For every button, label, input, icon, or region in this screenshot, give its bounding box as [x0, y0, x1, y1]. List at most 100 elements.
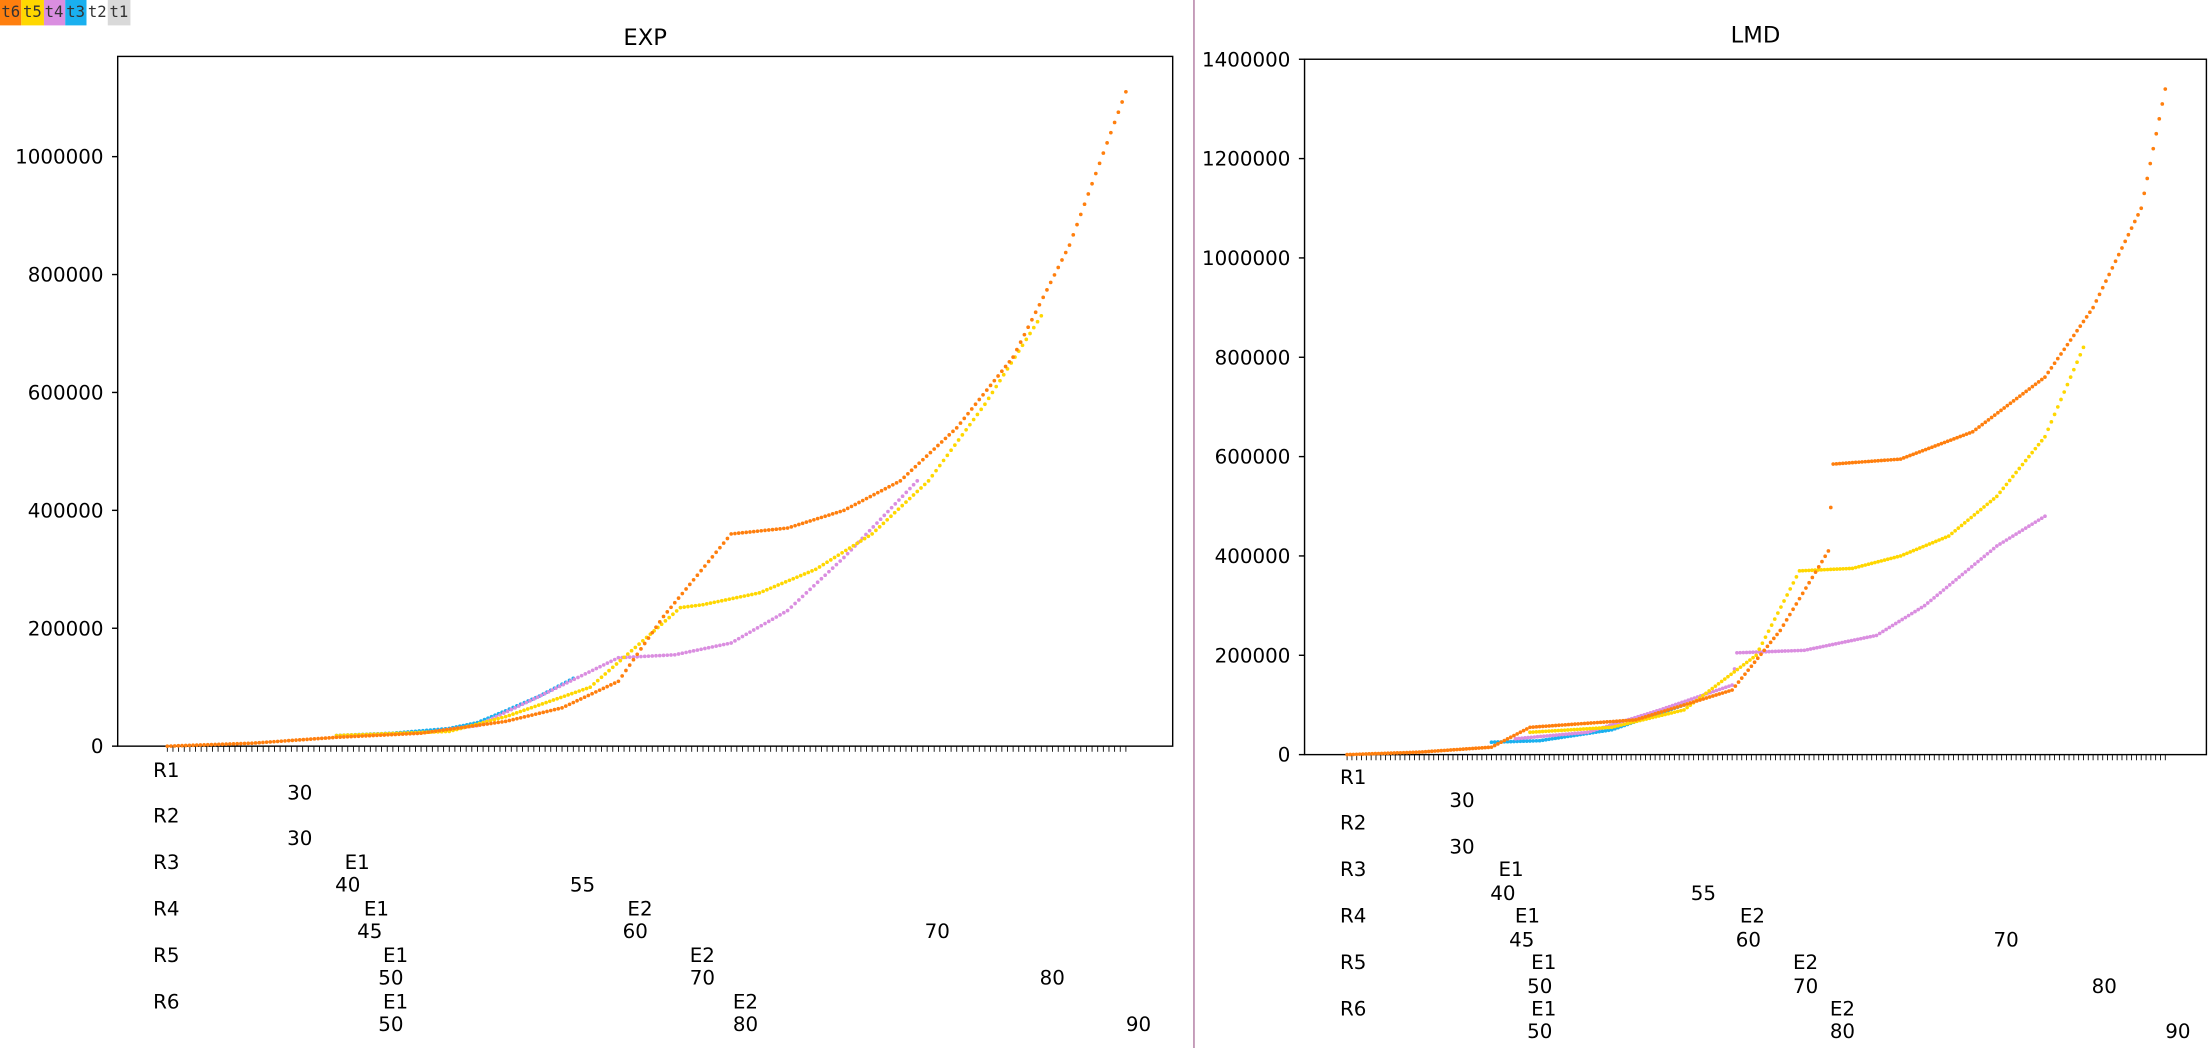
data-point: [500, 715, 504, 720]
data-point: [2036, 518, 2041, 523]
data-point: [1998, 542, 2002, 546]
data-point: [1569, 722, 1574, 727]
data-point: [768, 586, 773, 590]
data-point: [2049, 419, 2054, 424]
series-t5: [1528, 345, 2086, 735]
data-point: [579, 673, 584, 678]
data-point: [312, 737, 317, 741]
data-point: [594, 666, 599, 671]
data-point: [1945, 439, 1950, 444]
data-point: [834, 510, 839, 515]
data-point: [986, 396, 991, 401]
data-point: [802, 572, 807, 576]
data-point: [1685, 702, 1690, 706]
data-point: [631, 657, 636, 662]
data-point: [525, 707, 530, 711]
data-point: [1496, 742, 1500, 746]
data-point: [1056, 265, 1061, 270]
y-tick-label: 400000: [1215, 545, 1291, 568]
data-point: [609, 683, 613, 687]
data-point: [2014, 532, 2018, 536]
data-point: [1804, 586, 1808, 590]
data-point: [1739, 676, 1744, 680]
data-point: [531, 697, 536, 701]
data-point: [849, 504, 854, 509]
data-point: [2043, 375, 2047, 379]
y-tick-label: 800000: [1215, 346, 1291, 369]
data-point: [1755, 656, 1760, 661]
data-point: [1630, 718, 1635, 722]
row-label: R2: [153, 804, 179, 827]
data-point: [1704, 691, 1708, 696]
data-point: [2084, 315, 2089, 319]
data-point: [629, 648, 634, 653]
data-point: [1741, 662, 1746, 667]
data-point: [1982, 554, 1987, 559]
data-point: [1669, 707, 1674, 711]
data-point: [2052, 412, 2057, 417]
data-point: [1858, 636, 1863, 641]
row-value-label: 30: [1449, 789, 1474, 812]
data-point: [734, 595, 739, 600]
data-point: [1799, 648, 1803, 653]
data-point: [1853, 460, 1858, 465]
data-point: [892, 510, 897, 515]
data-point: [2043, 434, 2047, 439]
data-point: [1939, 441, 1944, 446]
data-point: [1680, 700, 1684, 705]
data-point: [253, 741, 258, 745]
data-point: [408, 731, 412, 736]
data-point: [718, 545, 722, 550]
data-point: [765, 587, 769, 592]
data-point: [551, 698, 556, 702]
data-point: [349, 734, 354, 739]
data-point: [712, 600, 717, 605]
data-point: [1821, 644, 1825, 649]
data-point: [1857, 460, 1861, 464]
y-tick-label: 0: [1278, 744, 1291, 767]
data-point: [433, 729, 438, 733]
data-point: [900, 494, 905, 499]
data-point: [165, 744, 170, 748]
data-point: [1455, 747, 1459, 752]
data-point: [900, 503, 905, 508]
data-point: [774, 527, 779, 532]
data-point: [1594, 726, 1598, 731]
data-point: [1398, 750, 1403, 755]
row-event-label: E1: [1515, 905, 1540, 928]
data-point: [772, 584, 777, 589]
data-point: [543, 691, 547, 696]
data-point: [1682, 703, 1686, 707]
data-point: [1810, 575, 1815, 580]
data-point: [2059, 397, 2063, 402]
data-point: [627, 655, 632, 659]
data-point: [1713, 684, 1718, 688]
data-point: [1978, 507, 1983, 512]
data-point: [563, 704, 568, 708]
data-point: [1627, 718, 1632, 723]
data-point: [612, 657, 617, 662]
data-point: [1707, 695, 1712, 699]
data-point: [1754, 650, 1759, 654]
data-point: [1911, 548, 1916, 553]
data-point: [663, 619, 668, 623]
data-point: [631, 655, 636, 659]
data-point: [1585, 730, 1590, 735]
data-point: [1603, 725, 1608, 730]
data-point: [599, 675, 604, 680]
data-point: [1911, 452, 1915, 457]
data-point: [419, 731, 423, 736]
data-point: [1650, 713, 1654, 717]
data-point: [1805, 647, 1810, 652]
data-point: [1364, 752, 1368, 756]
data-point: [1553, 728, 1558, 733]
data-point: [488, 718, 493, 723]
data-point: [2148, 161, 2153, 166]
data-point: [1613, 724, 1617, 729]
data-point: [1994, 494, 1999, 499]
data-point: [1603, 728, 1608, 733]
data-point: [2030, 450, 2034, 455]
data-point: [1780, 649, 1784, 653]
data-point: [400, 732, 405, 736]
row-event-label: E2: [1740, 905, 1765, 928]
